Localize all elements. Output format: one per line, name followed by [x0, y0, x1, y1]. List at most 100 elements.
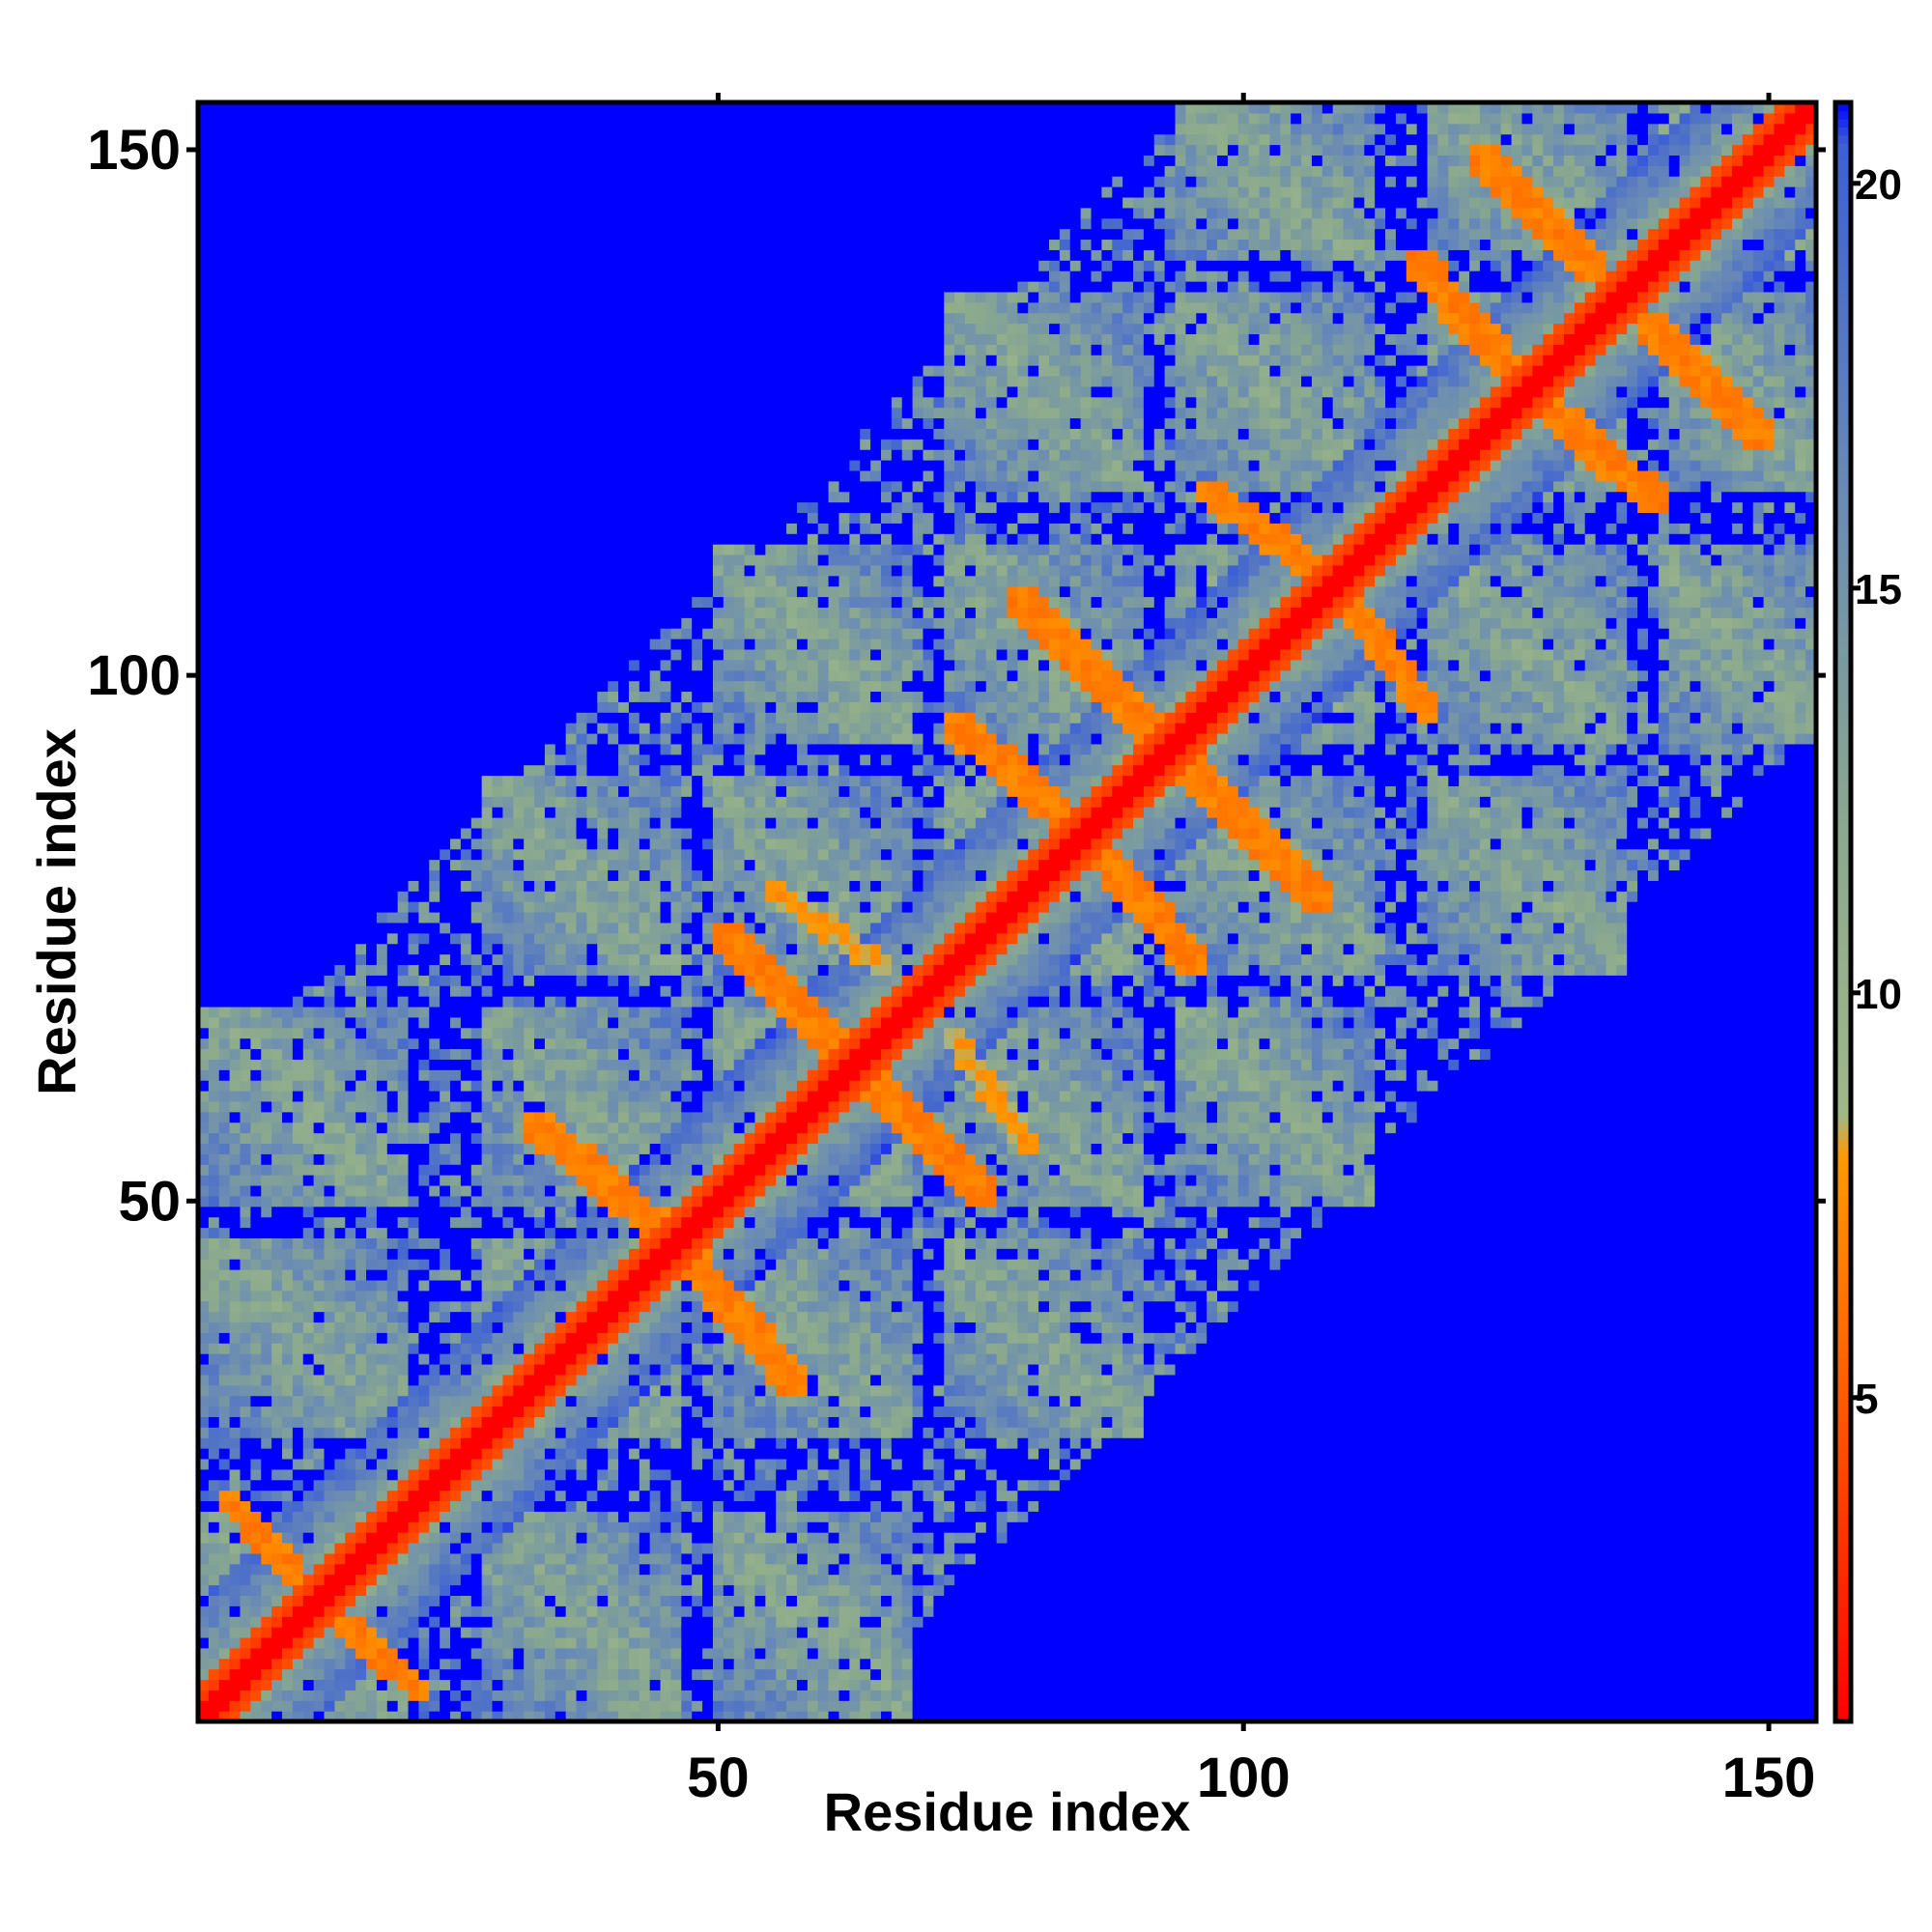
heatmap-cell: [345, 1521, 355, 1532]
heatmap-cell: [482, 860, 493, 870]
heatmap-cell: [418, 1553, 429, 1564]
heatmap-cell: [303, 954, 314, 965]
heatmap-cell: [250, 1385, 261, 1396]
heatmap-cell: [482, 1185, 493, 1196]
heatmap-cell: [345, 165, 355, 176]
heatmap-cell: [241, 470, 251, 481]
heatmap-cell: [209, 565, 219, 576]
heatmap-cell: [219, 239, 230, 249]
heatmap-cell: [461, 1364, 471, 1375]
heatmap-cell: [502, 1312, 513, 1322]
heatmap-cell: [345, 1301, 355, 1312]
heatmap-cell: [409, 712, 419, 723]
heatmap-cell: [493, 860, 503, 870]
heatmap-cell: [355, 776, 366, 786]
heatmap-cell: [314, 1343, 325, 1353]
heatmap-cell: [209, 218, 219, 229]
heatmap-cell: [314, 1648, 325, 1659]
heatmap-cell: [230, 344, 241, 355]
heatmap-cell: [334, 1248, 345, 1259]
heatmap-cell: [219, 376, 230, 386]
heatmap-cell: [493, 1175, 503, 1185]
heatmap-cell: [524, 1679, 534, 1690]
heatmap-cell: [250, 281, 261, 292]
heatmap-cell: [409, 723, 419, 733]
heatmap-cell: [325, 817, 335, 828]
heatmap-cell: [209, 333, 219, 344]
heatmap-cell: [493, 1332, 503, 1343]
heatmap-cell: [513, 197, 524, 208]
heatmap-cell: [261, 502, 271, 513]
heatmap-cell: [409, 145, 419, 156]
heatmap-cell: [219, 1091, 230, 1101]
heatmap-cell: [440, 1153, 450, 1164]
heatmap-cell: [398, 785, 409, 796]
heatmap-cell: [345, 302, 355, 313]
heatmap-cell: [230, 239, 241, 249]
heatmap-cell: [482, 1700, 493, 1711]
heatmap-cell: [209, 1595, 219, 1605]
heatmap-cell: [471, 439, 482, 449]
heatmap-cell: [209, 113, 219, 124]
heatmap-cell: [209, 470, 219, 481]
heatmap-cell: [440, 923, 450, 933]
heatmap-cell: [440, 597, 450, 608]
heatmap-cell: [219, 417, 230, 428]
heatmap-cell: [241, 270, 251, 281]
heatmap-cell: [334, 1153, 345, 1164]
heatmap-cell: [314, 324, 325, 334]
heatmap-cell: [334, 1459, 345, 1469]
heatmap-cell: [366, 1659, 377, 1669]
heatmap-cell: [461, 512, 471, 523]
heatmap-cell: [377, 1385, 387, 1396]
heatmap-cell: [241, 597, 251, 608]
heatmap-cell: [209, 533, 219, 544]
heatmap-cell: [471, 785, 482, 796]
heatmap-cell: [377, 302, 387, 313]
heatmap-cell: [282, 113, 293, 124]
heatmap-cell: [241, 1637, 251, 1648]
heatmap-cell: [461, 1280, 471, 1291]
heatmap-cell: [325, 681, 335, 692]
heatmap-cell: [493, 1059, 503, 1069]
heatmap-cell: [429, 1122, 440, 1133]
heatmap-cell: [261, 460, 271, 470]
heatmap-cell: [219, 1028, 230, 1038]
heatmap-cell: [209, 838, 219, 849]
heatmap-cell: [534, 1585, 545, 1596]
heatmap-cell: [493, 1343, 503, 1353]
heatmap-cell: [398, 1595, 409, 1605]
heatmap-cell: [366, 670, 377, 681]
heatmap-cell: [502, 1248, 513, 1259]
heatmap-cell: [502, 1469, 513, 1480]
heatmap-cell: [355, 1048, 366, 1059]
heatmap-cell: [303, 1069, 314, 1080]
heatmap-cell: [271, 1353, 282, 1364]
heatmap-cell: [219, 1585, 230, 1596]
heatmap-cell: [261, 1375, 271, 1385]
heatmap-cell: [461, 1038, 471, 1049]
heatmap-cell: [418, 449, 429, 460]
heatmap-cell: [219, 1532, 230, 1543]
heatmap-cell: [325, 186, 335, 197]
heatmap-cell: [241, 1437, 251, 1448]
heatmap-cell: [461, 796, 471, 807]
heatmap-cell: [524, 333, 534, 344]
heatmap-cell: [482, 365, 493, 376]
heatmap-cell: [429, 681, 440, 692]
heatmap-cell: [513, 1616, 524, 1627]
heatmap-cell: [387, 124, 398, 134]
heatmap-cell: [219, 576, 230, 586]
heatmap-cell: [345, 1416, 355, 1427]
heatmap-cell: [282, 649, 293, 660]
heatmap-cell: [261, 912, 271, 923]
heatmap-cell: [398, 923, 409, 933]
heatmap-cell: [387, 333, 398, 344]
heatmap-cell: [241, 249, 251, 260]
heatmap-cell: [303, 1101, 314, 1112]
heatmap-cell: [334, 1269, 345, 1280]
heatmap-cell: [534, 1459, 545, 1469]
heatmap-cell: [230, 1101, 241, 1112]
heatmap-cell: [355, 1175, 366, 1185]
heatmap-cell: [293, 544, 303, 554]
